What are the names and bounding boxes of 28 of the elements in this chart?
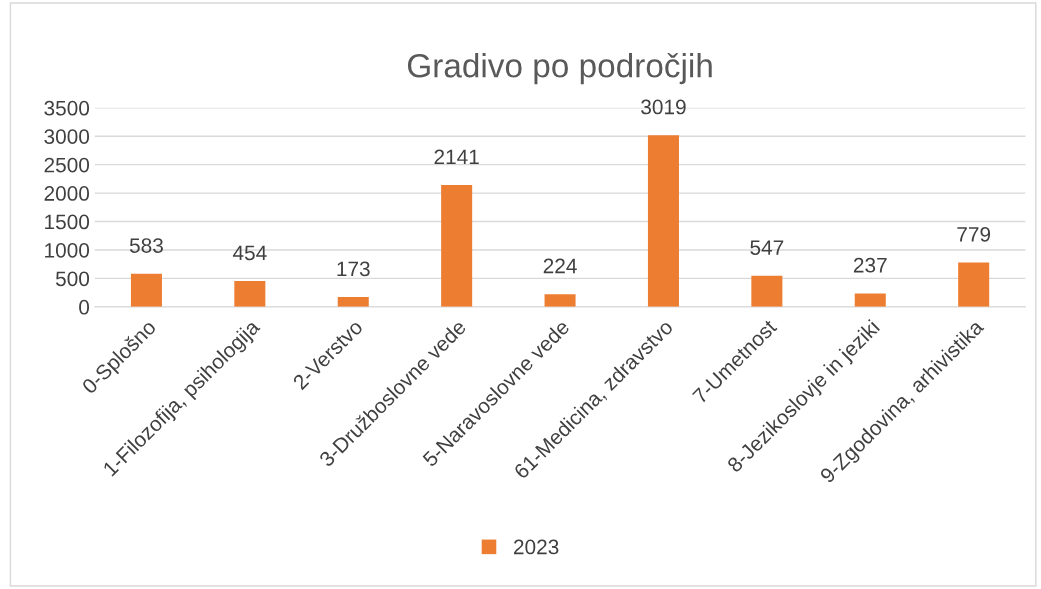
y-tick-label: 2500 [44, 157, 90, 173]
bar [647, 135, 679, 307]
data-label: 224 [543, 258, 577, 274]
bar [234, 281, 266, 307]
y-tick-label: 3500 [44, 100, 90, 116]
bar [854, 293, 886, 307]
y-tick-label: 3000 [44, 129, 90, 144]
bar [958, 262, 990, 307]
data-label: 779 [957, 227, 991, 242]
data-label: 2141 [434, 149, 479, 165]
y-tick-label: 1000 [45, 242, 90, 258]
bar [544, 294, 576, 307]
y-tick-label: 1500 [45, 214, 90, 230]
data-label: 583 [129, 238, 163, 253]
y-tick-label: 2000 [44, 186, 90, 201]
y-tick-label: 500 [55, 271, 90, 287]
data-label: 547 [750, 240, 784, 255]
bar [751, 275, 783, 307]
data-label: 454 [232, 245, 267, 261]
legend-label: 2023 [514, 539, 559, 555]
bar [337, 297, 369, 307]
bar [441, 185, 473, 307]
bar [130, 273, 162, 307]
data-label: 237 [853, 257, 887, 273]
data-label: 173 [337, 261, 370, 277]
chart-title: Gradivo po področjih [407, 52, 712, 85]
y-tick-label: 0 [79, 299, 90, 315]
data-label: 3019 [641, 99, 686, 115]
